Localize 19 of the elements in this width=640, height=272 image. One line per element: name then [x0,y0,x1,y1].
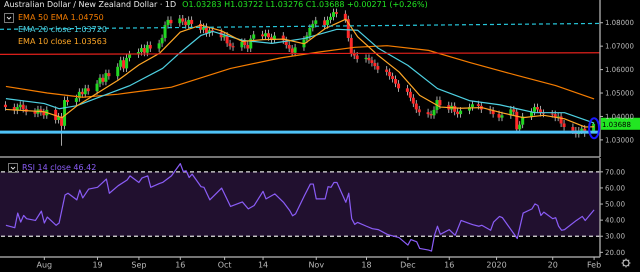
x-tick-label: Aug [36,260,52,270]
x-tick-label: 19 [92,260,103,270]
chart-title: Australian Dollar / New Zealand Dollar · 1D [4,0,176,9]
x-tick-label: Feb [587,260,602,270]
text: EMA 20 close 1.03720 [18,24,107,36]
x-tick-label: Dec [400,260,416,270]
x-tick-label: Oct [218,260,232,270]
x-tick-label: Sep [131,260,146,270]
text: EMA 10 close 1.03563 [18,36,107,48]
x-tick-label: 16 [444,260,454,270]
x-tick-label: 2020 [486,260,507,270]
x-tick-label: 18 [361,260,372,270]
text: EMA 50 EMA 1.04750 [18,12,104,24]
x-tick-label: Nov [308,260,324,270]
chart-subtitle: O1.03283 H1.03722 L1.03276 C1.03688 +0.00271 (+0.26%) [182,0,428,9]
series-label: RSI 14 close 46.42 [22,162,96,174]
x-tick-label: 14 [258,260,268,270]
x-tick-label: 20 [548,260,558,270]
x-tick-label: 16 [175,260,186,270]
